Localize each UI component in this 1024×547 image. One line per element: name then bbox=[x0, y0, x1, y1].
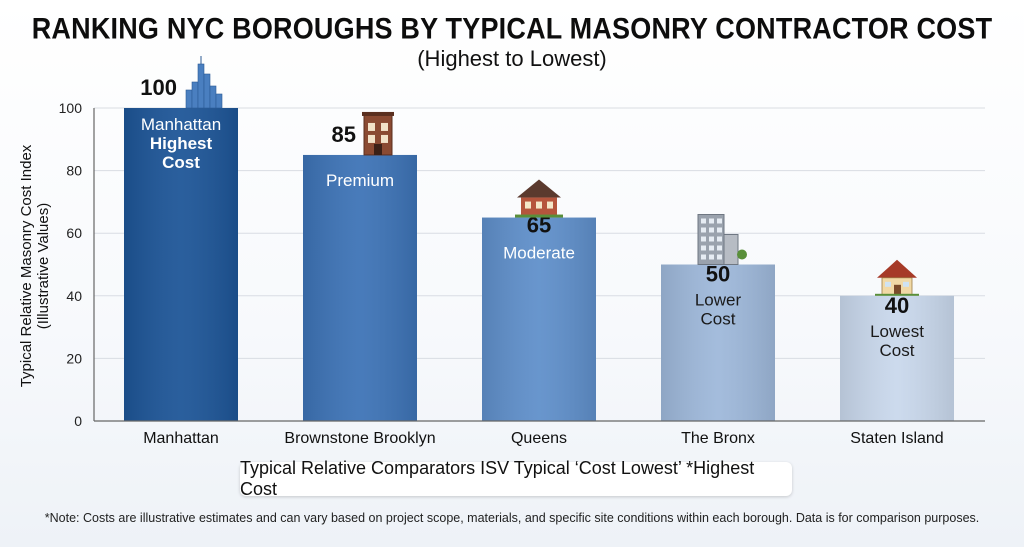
x-tick-label: Manhattan bbox=[143, 430, 219, 447]
home-icon bbox=[875, 259, 919, 296]
x-tick-label: Staten Island bbox=[850, 430, 943, 447]
skyline-building bbox=[203, 73, 211, 109]
skyline-building bbox=[209, 85, 217, 109]
window bbox=[368, 122, 375, 131]
skyline-building bbox=[197, 63, 205, 109]
skyline-building bbox=[215, 93, 223, 109]
caption-box: Typical Relative Comparators ISV Typical… bbox=[240, 458, 792, 499]
bar-shade bbox=[482, 217, 596, 421]
window bbox=[368, 134, 375, 143]
door bbox=[894, 284, 901, 295]
annex bbox=[723, 234, 739, 265]
y-tick-label: 20 bbox=[66, 350, 82, 366]
bar-annotation: Cost bbox=[162, 153, 200, 172]
bar-shade bbox=[124, 108, 238, 421]
brownstone-icon bbox=[362, 111, 394, 156]
window bbox=[547, 201, 553, 209]
data-label: 100 bbox=[140, 75, 177, 100]
bar-annotation: Lowest bbox=[870, 322, 924, 341]
window bbox=[717, 218, 722, 224]
y-axis-subtitle: (Illustrative Values) bbox=[35, 203, 52, 329]
window bbox=[717, 227, 722, 233]
y-tick-label: 80 bbox=[66, 163, 82, 179]
data-label: 50 bbox=[706, 262, 730, 287]
chart-title: RANKING NYC BOROUGHS BY TYPICAL MASONRY … bbox=[31, 12, 993, 46]
bar-annotation: Highest bbox=[150, 134, 213, 153]
bar-annotation: Cost bbox=[701, 310, 736, 329]
roof bbox=[517, 179, 561, 198]
bar-annotation: Manhattan bbox=[141, 115, 221, 134]
window bbox=[709, 227, 714, 233]
bar-annotation: Premium bbox=[326, 171, 394, 190]
window bbox=[885, 281, 891, 287]
window bbox=[701, 254, 706, 260]
data-label: 85 bbox=[332, 122, 356, 147]
door bbox=[374, 143, 382, 155]
window bbox=[717, 254, 722, 260]
bar-shade bbox=[840, 295, 954, 421]
bar-shade bbox=[661, 264, 775, 421]
x-tick-label: Queens bbox=[511, 430, 567, 447]
x-tick-label: The Bronx bbox=[681, 430, 755, 447]
x-axis: Manhattan Brownstone Brooklyn Queens The Br… bbox=[94, 420, 985, 447]
skyline-icon bbox=[185, 56, 223, 109]
footnote: *Note: Costs are illustrative estimates … bbox=[44, 511, 980, 525]
y-tick-label: 40 bbox=[66, 288, 82, 304]
lawn bbox=[875, 293, 919, 296]
y-axis: 0 20 40 60 80 100 bbox=[59, 100, 95, 429]
bars: 100ManhattanHighestCost85Premium65Modera… bbox=[124, 56, 954, 421]
bar-shade bbox=[303, 154, 417, 421]
window bbox=[709, 236, 714, 242]
roof bbox=[877, 259, 917, 278]
lawn bbox=[515, 214, 563, 218]
window bbox=[701, 236, 706, 242]
y-tick-label: 60 bbox=[66, 225, 82, 241]
window bbox=[525, 201, 531, 209]
window bbox=[717, 236, 722, 242]
window bbox=[709, 254, 714, 260]
house-icon bbox=[515, 179, 563, 218]
skyline-building bbox=[185, 89, 193, 109]
window bbox=[701, 245, 706, 251]
cornice bbox=[362, 111, 394, 116]
bar-annotation: Cost bbox=[880, 341, 915, 360]
y-axis-title: Typical Relative Masonry Cost Index bbox=[18, 144, 35, 387]
window bbox=[903, 281, 909, 287]
bar-annotation: Lower bbox=[695, 291, 742, 310]
window bbox=[701, 227, 706, 233]
window bbox=[381, 134, 388, 143]
window bbox=[709, 218, 714, 224]
y-tick-label: 100 bbox=[59, 100, 83, 116]
y-tick-label: 0 bbox=[74, 413, 82, 429]
caption-text: Typical Relative Comparators ISV Typical… bbox=[240, 458, 755, 499]
apartment-building-icon bbox=[697, 214, 747, 265]
window bbox=[717, 245, 722, 251]
bar-annotation: Moderate bbox=[503, 244, 575, 263]
data-label: 40 bbox=[885, 293, 909, 318]
x-tick-label: Brownstone Brooklyn bbox=[284, 430, 435, 447]
window bbox=[536, 201, 542, 209]
window bbox=[381, 122, 388, 131]
skyline-building bbox=[191, 81, 199, 109]
window bbox=[701, 218, 706, 224]
tree bbox=[737, 249, 747, 260]
window bbox=[709, 245, 714, 251]
chart-subtitle: (Highest to Lowest) bbox=[417, 46, 607, 71]
